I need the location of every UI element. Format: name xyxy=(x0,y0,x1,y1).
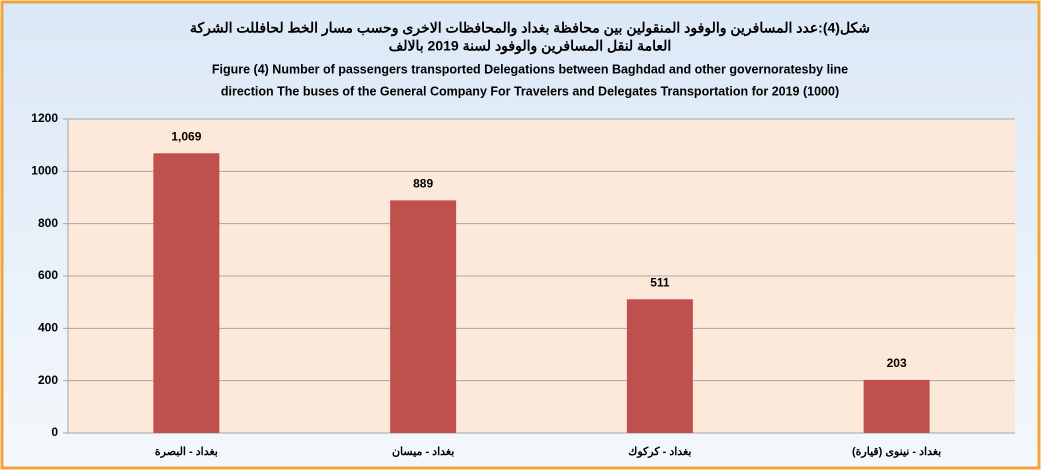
data-label: 889 xyxy=(413,177,433,191)
y-tick-label: 800 xyxy=(38,216,58,230)
y-tick-label: 1200 xyxy=(31,111,58,125)
y-tick-label: 1000 xyxy=(31,164,58,178)
y-tick-label: 600 xyxy=(38,268,58,282)
title-line: شكل(4):عدد المسافرين والوفود المنقولين ب… xyxy=(190,20,870,37)
subtitle-line: Figure (4) Number of passengers transpor… xyxy=(212,62,848,76)
data-label: 1,069 xyxy=(171,129,201,143)
title-line: العامة لنقل المسافرين والوفود لسنة 2019 … xyxy=(389,38,672,55)
y-tick-label: 0 xyxy=(51,425,58,439)
x-tick-label: بغداد - ميسان xyxy=(392,446,454,458)
bar xyxy=(626,299,693,433)
x-tick-label: بغداد - البصرة xyxy=(155,446,218,458)
bar xyxy=(863,379,930,433)
subtitle-line: direction The buses of the General Compa… xyxy=(221,84,839,98)
y-tick-label: 400 xyxy=(38,321,58,335)
bar xyxy=(390,200,457,433)
data-label: 511 xyxy=(650,275,670,289)
data-label: 203 xyxy=(887,356,907,370)
x-tick-label: بغداد - نينوى (قيارة) xyxy=(852,446,941,458)
x-tick-label: بغداد - كركوك xyxy=(628,446,691,458)
bar xyxy=(153,153,220,434)
y-tick-label: 200 xyxy=(38,373,58,387)
